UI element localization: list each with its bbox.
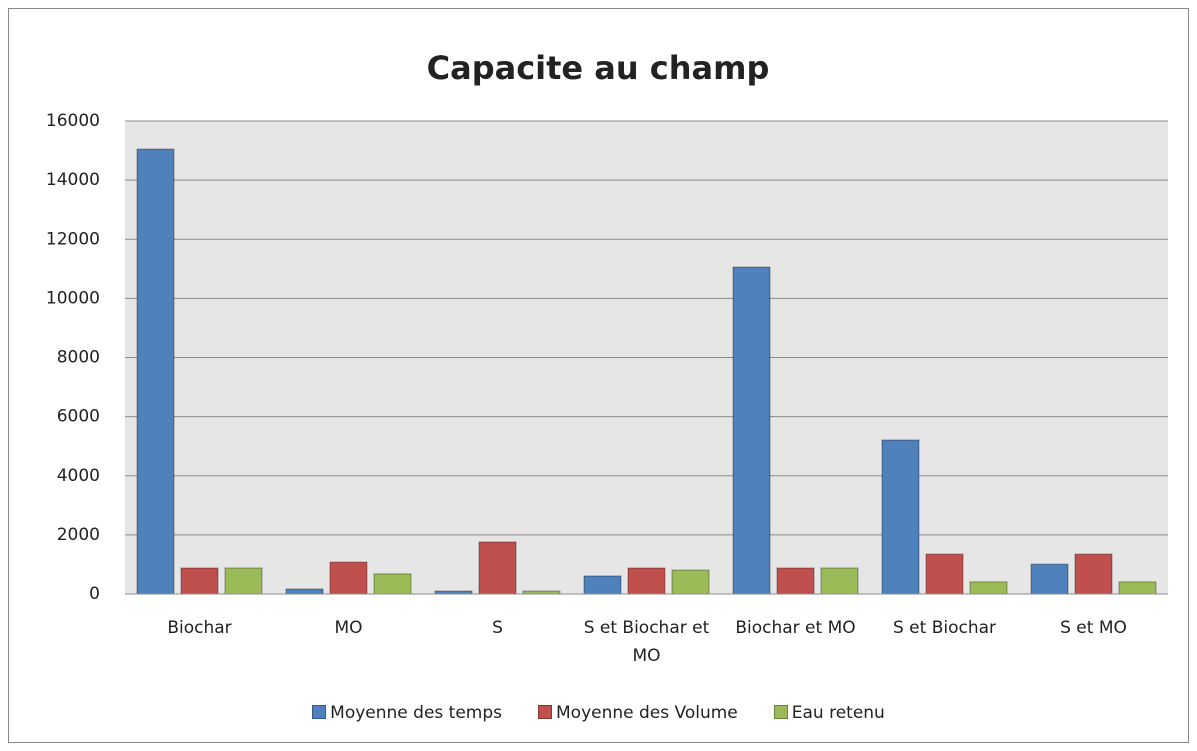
bar [1074,553,1113,595]
legend-swatch [773,705,788,719]
bar [1030,563,1069,595]
y-tick-label: 6000 [57,407,100,427]
legend-item: Eau retenu [773,703,885,723]
bar [820,567,859,595]
bar [285,588,324,595]
y-tick-label: 4000 [57,466,100,486]
legend-label: Moyenne des temps [330,703,502,723]
legend-label: Eau retenu [791,703,885,723]
bar [329,561,368,595]
legend-swatch [312,705,327,719]
y-tick-label: 10000 [46,288,100,308]
x-tick-label: S et Biochar [892,618,997,638]
legend-label: Moyenne des Volume [556,703,738,723]
legend-item: Moyenne des Volume [538,703,738,723]
legend-item: Moyenne des temps [312,703,502,723]
y-tick-label: 12000 [46,229,100,249]
x-tick-label: S et MO [1060,618,1127,638]
bar [180,567,219,595]
bar [925,553,964,595]
y-tick-label: 8000 [57,348,100,368]
bar [732,266,771,595]
legend-swatch [538,705,552,719]
y-tick-label: 16000 [46,111,100,131]
y-tick-label: 2000 [57,525,100,545]
bar [969,581,1008,595]
x-tick-label: Biochar et MO [735,618,856,638]
bar [1118,581,1157,595]
y-tick-label: 0 [89,584,100,604]
x-tick-label: S [492,618,503,638]
bar [627,567,666,595]
x-tick-label: Biochar [167,618,232,638]
x-tick-label: MO [334,618,363,638]
x-tick-label: S et Biochar et MO [583,618,710,666]
legend: Moyenne des temps Moyenne des Volume Eau r… [0,703,1197,723]
bar [776,567,815,595]
bar [373,573,412,595]
bar [136,148,175,595]
bar [671,569,710,595]
chart-title: Capacite au champ [427,49,770,87]
bar [881,439,920,595]
bar [478,541,517,595]
y-tick-label: 14000 [46,170,100,190]
bar [583,575,622,595]
bar [224,567,263,595]
